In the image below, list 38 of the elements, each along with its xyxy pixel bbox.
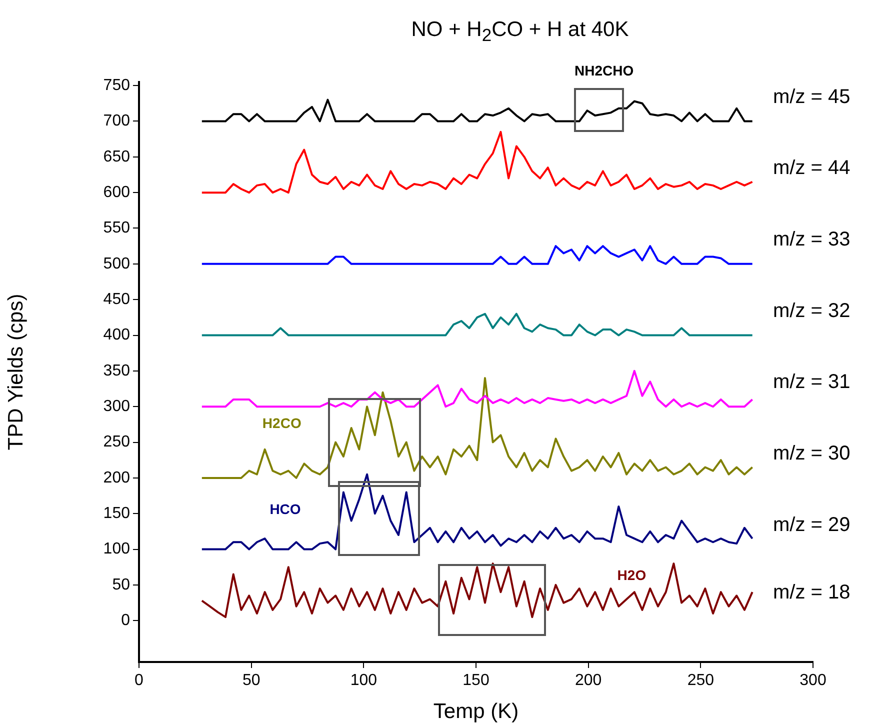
y-tick-label: 700: [103, 112, 130, 130]
series-label: m/z = 29: [773, 514, 850, 536]
y-tick-label: 500: [103, 255, 130, 272]
x-axis-title: Temp (K): [433, 700, 519, 724]
y-tick-label: 200: [103, 469, 130, 486]
y-tick-label: 300: [103, 398, 130, 416]
x-tick-label: 200: [574, 672, 602, 690]
y-tick-label: 750: [103, 76, 130, 94]
y-axis-title: TPD Yields (cps): [4, 294, 28, 450]
y-tick-label: 100: [103, 540, 130, 558]
series-label: m/z = 33: [773, 228, 850, 250]
annotation: H2CO: [262, 415, 302, 432]
y-tick-label: 650: [103, 148, 130, 166]
series-label: m/z = 45: [773, 86, 850, 108]
series-label: m/z = 31: [773, 371, 850, 394]
y-tick-label: 350: [103, 362, 130, 380]
annotation: H2O: [617, 567, 646, 584]
y-tick-label: 150: [103, 505, 130, 522]
series-label: m/z = 30: [773, 442, 850, 464]
x-tick-label: 150: [462, 672, 490, 690]
y-tick-label: 50: [112, 576, 130, 594]
text: NH2CHO: [574, 62, 634, 78]
chart-title: NO + H$_{2}$CO + H at 40K: [410, 18, 630, 46]
series-label: m/z = 44: [773, 157, 850, 180]
x-tick-label: 300: [800, 672, 826, 690]
x-tick-label: 250: [687, 672, 714, 690]
series-label: m/z = 32: [773, 300, 850, 322]
y-tick-label: 600: [103, 184, 130, 201]
y-tick-label: 250: [103, 434, 130, 451]
annotation: HCO: [270, 500, 301, 517]
y-tick-label: 0: [121, 612, 130, 630]
y-tick-label: 550: [103, 220, 130, 237]
y-tick-label: 400: [103, 326, 130, 344]
x-tick-label: 50: [242, 672, 260, 690]
y-tick-label: 450: [103, 290, 130, 308]
series-label: m/z = 18: [773, 582, 850, 604]
x-tick-label: 0: [134, 672, 144, 690]
x-tick-label: 100: [350, 672, 378, 690]
